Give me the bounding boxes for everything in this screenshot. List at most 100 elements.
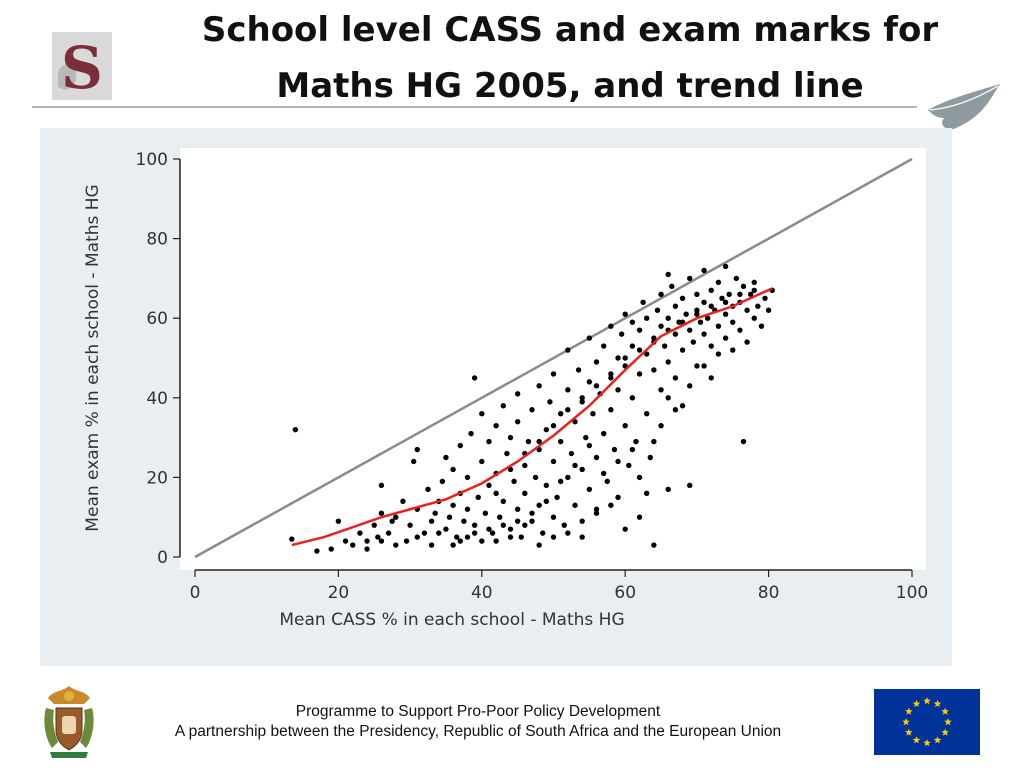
data-point bbox=[590, 411, 596, 417]
data-point bbox=[586, 335, 593, 341]
data-point bbox=[457, 538, 463, 544]
data-point bbox=[687, 383, 693, 389]
data-point bbox=[403, 538, 410, 544]
data-point bbox=[740, 438, 747, 445]
x-tick-label: 100 bbox=[896, 583, 928, 603]
data-point bbox=[482, 510, 489, 516]
data-point bbox=[683, 311, 689, 317]
data-point bbox=[600, 470, 607, 477]
data-point bbox=[672, 375, 679, 381]
data-point bbox=[385, 530, 392, 536]
data-point bbox=[432, 510, 438, 516]
data-point bbox=[421, 530, 428, 536]
data-point bbox=[626, 462, 632, 469]
data-point bbox=[633, 438, 639, 445]
data-point bbox=[471, 530, 478, 536]
data-point bbox=[522, 522, 528, 528]
data-point bbox=[622, 526, 628, 532]
data-point bbox=[622, 311, 628, 317]
data-point bbox=[550, 534, 557, 540]
data-point bbox=[730, 347, 736, 353]
data-point bbox=[514, 391, 521, 397]
x-tick-label: 60 bbox=[614, 583, 636, 603]
data-point bbox=[622, 422, 628, 429]
data-point bbox=[525, 438, 532, 445]
data-point bbox=[378, 482, 385, 489]
data-point bbox=[436, 530, 442, 536]
data-point bbox=[615, 458, 621, 465]
data-point bbox=[658, 291, 664, 298]
data-point bbox=[450, 466, 456, 473]
data-point bbox=[751, 287, 757, 294]
data-point bbox=[618, 331, 625, 337]
x-axis-label: Mean CASS % in each school - Maths HG bbox=[279, 610, 624, 630]
data-point bbox=[504, 450, 510, 457]
data-point bbox=[651, 438, 657, 445]
data-point bbox=[661, 343, 668, 349]
data-point bbox=[758, 323, 765, 329]
data-point bbox=[586, 486, 593, 493]
data-point bbox=[715, 351, 722, 357]
data-point bbox=[615, 355, 621, 361]
data-point bbox=[708, 375, 714, 381]
data-point bbox=[375, 534, 381, 540]
data-point bbox=[615, 494, 621, 500]
data-point bbox=[410, 458, 417, 465]
data-point bbox=[608, 502, 614, 508]
data-point bbox=[292, 426, 299, 433]
data-point bbox=[565, 530, 571, 536]
data-point bbox=[665, 359, 671, 365]
data-point bbox=[464, 506, 471, 512]
data-point bbox=[690, 339, 697, 345]
data-point bbox=[414, 446, 420, 453]
data-point bbox=[364, 546, 370, 552]
data-point bbox=[446, 514, 453, 520]
data-point bbox=[694, 311, 700, 317]
data-point bbox=[701, 363, 707, 369]
data-point bbox=[600, 343, 607, 349]
data-point bbox=[514, 418, 521, 425]
eu-star-icon bbox=[905, 728, 913, 736]
data-point bbox=[608, 407, 614, 413]
footer-text: Programme to Support Pro-Poor Policy Dev… bbox=[120, 702, 836, 742]
reference-line bbox=[194, 157, 913, 559]
data-point bbox=[762, 295, 768, 301]
data-point bbox=[493, 422, 499, 429]
data-point bbox=[694, 363, 700, 369]
data-points bbox=[289, 263, 775, 554]
data-point bbox=[479, 411, 485, 417]
data-point bbox=[579, 534, 585, 540]
data-point bbox=[747, 291, 754, 298]
data-point bbox=[593, 454, 600, 461]
data-point bbox=[744, 339, 750, 345]
data-point bbox=[651, 367, 657, 373]
data-point bbox=[289, 536, 295, 542]
data-point bbox=[733, 275, 740, 282]
data-point bbox=[568, 450, 575, 457]
data-point bbox=[665, 486, 671, 493]
eu-star-icon bbox=[944, 718, 952, 726]
slide-title-line2: Maths HG 2005, and trend line bbox=[276, 66, 864, 106]
eu-star-icon bbox=[933, 736, 942, 744]
data-point bbox=[629, 343, 636, 349]
data-point bbox=[378, 510, 385, 516]
y-axis-ticks: 0 20 40 60 80 100 bbox=[136, 150, 180, 568]
data-point bbox=[672, 331, 679, 337]
data-point bbox=[737, 291, 743, 298]
data-point bbox=[708, 343, 714, 349]
data-point bbox=[575, 367, 582, 373]
data-point bbox=[701, 331, 707, 337]
data-point bbox=[722, 299, 729, 305]
data-point bbox=[543, 482, 550, 489]
data-point bbox=[611, 446, 618, 453]
data-point bbox=[393, 514, 399, 520]
data-point bbox=[486, 482, 492, 489]
data-point bbox=[640, 299, 646, 305]
data-point bbox=[471, 522, 478, 528]
data-point bbox=[518, 534, 524, 540]
data-point bbox=[529, 518, 535, 524]
data-point bbox=[636, 474, 643, 481]
data-point bbox=[608, 371, 614, 377]
data-point bbox=[350, 542, 356, 548]
data-point bbox=[600, 430, 607, 437]
